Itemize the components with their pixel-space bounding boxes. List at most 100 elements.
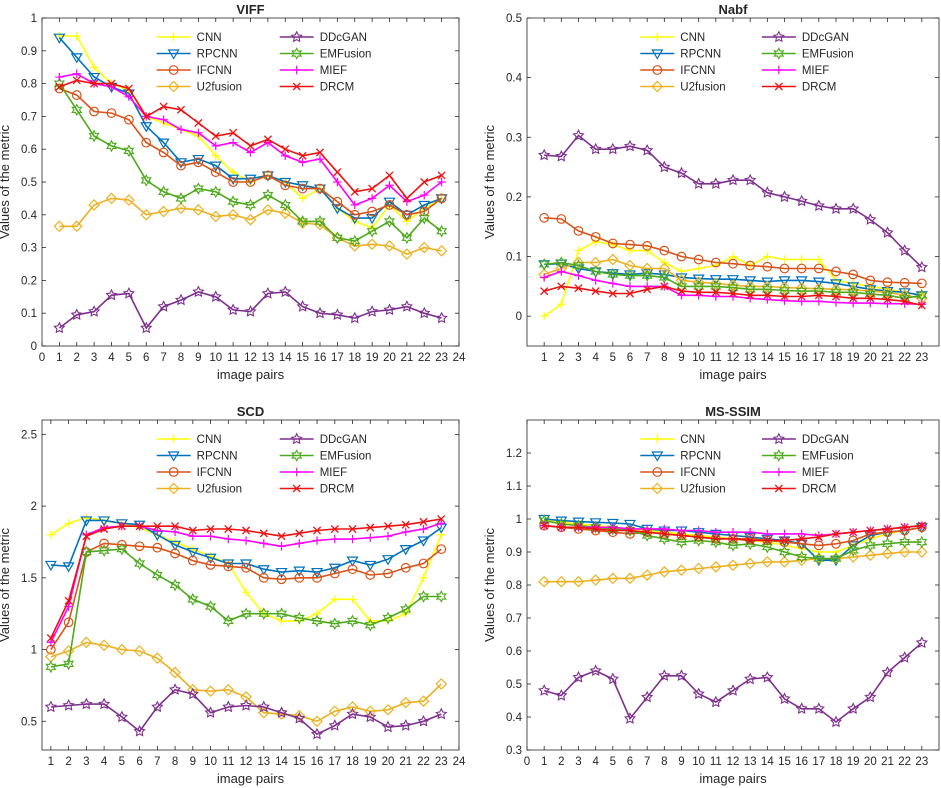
data-point [419, 524, 428, 534]
x-tick-label: 10 [692, 352, 705, 364]
data-point [881, 226, 894, 238]
data-point [814, 291, 823, 300]
data-point [813, 284, 825, 298]
data-point [847, 543, 859, 557]
legend-marker [651, 482, 664, 495]
x-tick-label: 9 [195, 352, 201, 364]
data-point [330, 534, 339, 544]
data-point [152, 542, 163, 553]
x-tick-label: 23 [435, 352, 448, 364]
data-point [814, 531, 824, 540]
data-point [557, 282, 566, 291]
legend-label: IFCNN [197, 65, 232, 77]
data-point [158, 185, 170, 199]
legend-label: DRCM [802, 484, 837, 496]
data-point [151, 652, 164, 665]
legend-marker [167, 482, 180, 495]
data-point [900, 297, 909, 306]
x-tick-label: 16 [311, 756, 324, 768]
legend-label: DRCM [320, 82, 355, 94]
data-point [796, 550, 808, 564]
data-point [331, 204, 344, 215]
legend-marker [167, 80, 180, 93]
legend-item-cnn: CNN [156, 32, 222, 44]
data-point [849, 294, 858, 303]
data-point [812, 277, 825, 288]
data-point [364, 710, 377, 723]
data-point [624, 572, 636, 585]
data-point [245, 177, 256, 187]
data-point [222, 700, 235, 713]
data-point [623, 139, 637, 152]
data-point [315, 148, 325, 157]
y-tick-label: 0.9 [506, 547, 522, 559]
data-point [677, 291, 686, 300]
data-point [658, 669, 671, 682]
data-point [418, 558, 429, 569]
data-point [401, 527, 410, 537]
legend: CNN RPCNN IFCNN U2fusion DDcGAN EMFusion MIEF D… [156, 432, 371, 496]
y-tick-label: 0.9 [21, 46, 37, 58]
series-line [50, 641, 442, 723]
data-point [556, 214, 567, 224]
data-point [99, 538, 110, 549]
y-tick-label: 0.8 [506, 580, 522, 592]
y-tick-label: 0.6 [21, 144, 37, 156]
x-tick-label: 4 [108, 352, 115, 364]
data-point [169, 666, 181, 679]
data-point [175, 202, 187, 215]
data-point [572, 259, 585, 272]
data-point [70, 308, 83, 321]
data-point [572, 575, 585, 588]
x-tick-label: 4 [592, 352, 599, 364]
data-point [186, 547, 199, 559]
data-point [192, 285, 205, 298]
data-point [726, 684, 740, 696]
data-point [244, 174, 257, 185]
legend-label: CNN [680, 32, 705, 44]
data-point [366, 533, 375, 542]
data-point [71, 90, 82, 100]
data-point [540, 521, 549, 530]
legend-marker [167, 451, 180, 462]
data-point [244, 198, 257, 212]
legend-label: U2fusion [680, 484, 725, 496]
data-point [677, 287, 686, 296]
data-point [194, 128, 203, 137]
legend-label: RPCNN [197, 49, 238, 61]
x-tick-label: 9 [678, 352, 684, 364]
data-point [864, 690, 877, 703]
x-tick-label: 11 [222, 756, 234, 768]
x-tick-label: 23 [915, 352, 928, 364]
legend-item-u2fusion: U2fusion [640, 80, 726, 94]
series-mief [539, 267, 927, 309]
x-tick-label: 21 [400, 352, 413, 364]
data-point [436, 224, 448, 238]
data-point [589, 142, 602, 155]
x-tick-label: 15 [778, 756, 791, 768]
y-tick-label: 2.5 [21, 429, 37, 441]
data-point [641, 569, 654, 581]
data-point [367, 206, 378, 217]
legend-item-ddcgan: DDcGAN [279, 432, 367, 446]
legend-item-rpcnn: RPCNN [156, 49, 238, 61]
data-point [864, 213, 877, 225]
series-ddcgan [44, 683, 448, 740]
data-point [795, 702, 808, 715]
x-axis-label: image pairs [699, 771, 767, 786]
data-point [346, 701, 359, 713]
x-tick-label: 15 [778, 352, 791, 364]
legend-item-drcm: DRCM [279, 82, 355, 94]
data-point [98, 544, 110, 558]
data-point [829, 202, 843, 214]
data-point [797, 255, 806, 264]
data-point [88, 199, 100, 211]
data-point [915, 260, 928, 273]
legend-marker [291, 47, 303, 60]
data-point [418, 306, 431, 319]
legend-marker [651, 451, 664, 462]
legend-marker [774, 484, 783, 493]
data-point [744, 173, 757, 186]
x-tick-label: 8 [661, 756, 667, 768]
